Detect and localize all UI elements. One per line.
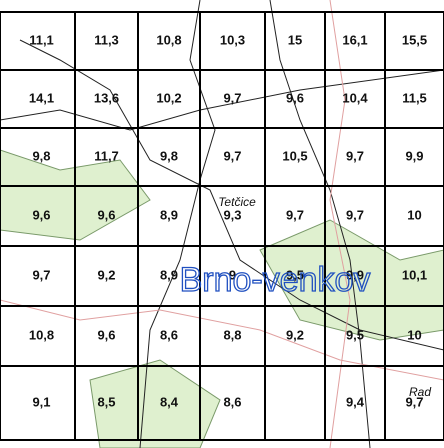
cell-value: 8,9 (160, 267, 178, 282)
cell-value: 8,5 (97, 394, 115, 409)
cell-value: 15 (288, 32, 302, 47)
cell-value: 11,5 (402, 90, 427, 105)
cell-value: 10,1 (402, 267, 427, 282)
cell-value: 9,6 (97, 327, 115, 342)
cell-value: 9,9 (405, 148, 423, 163)
cell-value: 10,4 (342, 90, 368, 105)
cell-value: 9,1 (32, 394, 50, 409)
cell-value: 8,4 (160, 394, 179, 409)
cell-value: 8,8 (223, 327, 241, 342)
cell-value: 10,8 (29, 327, 54, 342)
cell-value: 10,2 (156, 90, 181, 105)
cell-value: 9,3 (223, 207, 241, 222)
cell-value: 10,3 (220, 32, 245, 47)
cell-value: 9,9 (346, 267, 364, 282)
cell-value: 9,6 (32, 207, 50, 222)
cell-value: 13,6 (94, 90, 119, 105)
cell-value: 14,1 (29, 90, 54, 105)
cell-value: 8,6 (160, 327, 178, 342)
cell-value: 9,5 (346, 327, 364, 342)
cell-value: 9,5 (286, 267, 304, 282)
cell-value: 9,7 (405, 394, 423, 409)
cell-value: 10 (407, 207, 421, 222)
cell-value: 9,7 (346, 148, 364, 163)
cell-value: 8,6 (223, 394, 241, 409)
cell-value: 16,1 (342, 32, 367, 47)
cell-value: 11,1 (29, 32, 54, 47)
cell-value: 9,4 (346, 394, 365, 409)
cell-value: 9,7 (286, 207, 304, 222)
cell-value: 9,2 (286, 327, 304, 342)
grid: 11,1 11,3 10,8 10,3 15 16,1 15,5 14,1 13,6 10,2 9,… (0, 11, 444, 441)
cell-value: 11,3 (94, 32, 119, 47)
cell-value: 9,6 (286, 90, 304, 105)
cell-value: 9,7 (346, 207, 364, 222)
cell-value: 9,7 (32, 267, 50, 282)
cell-value: 15,5 (402, 32, 427, 47)
cell-value: 10 (407, 327, 421, 342)
cell-value: 9,2 (97, 267, 115, 282)
cell-value: 11,7 (94, 148, 119, 163)
cell-value: 9,8 (160, 148, 178, 163)
cell-value: 10,5 (282, 148, 307, 163)
edge-label: Rad (409, 385, 431, 399)
cell-value: 9,7 (223, 148, 241, 163)
cell-value: 9,6 (97, 207, 115, 222)
cell-value: 9,8 (32, 148, 50, 163)
cell-value: 9 (229, 267, 236, 282)
district-label: Brno-venkov (180, 261, 371, 299)
cell-value: 9,7 (223, 90, 241, 105)
cell-value: 8,9 (160, 207, 178, 222)
village-label: Tetčice (218, 195, 256, 209)
cell-value: 10,8 (156, 32, 181, 47)
